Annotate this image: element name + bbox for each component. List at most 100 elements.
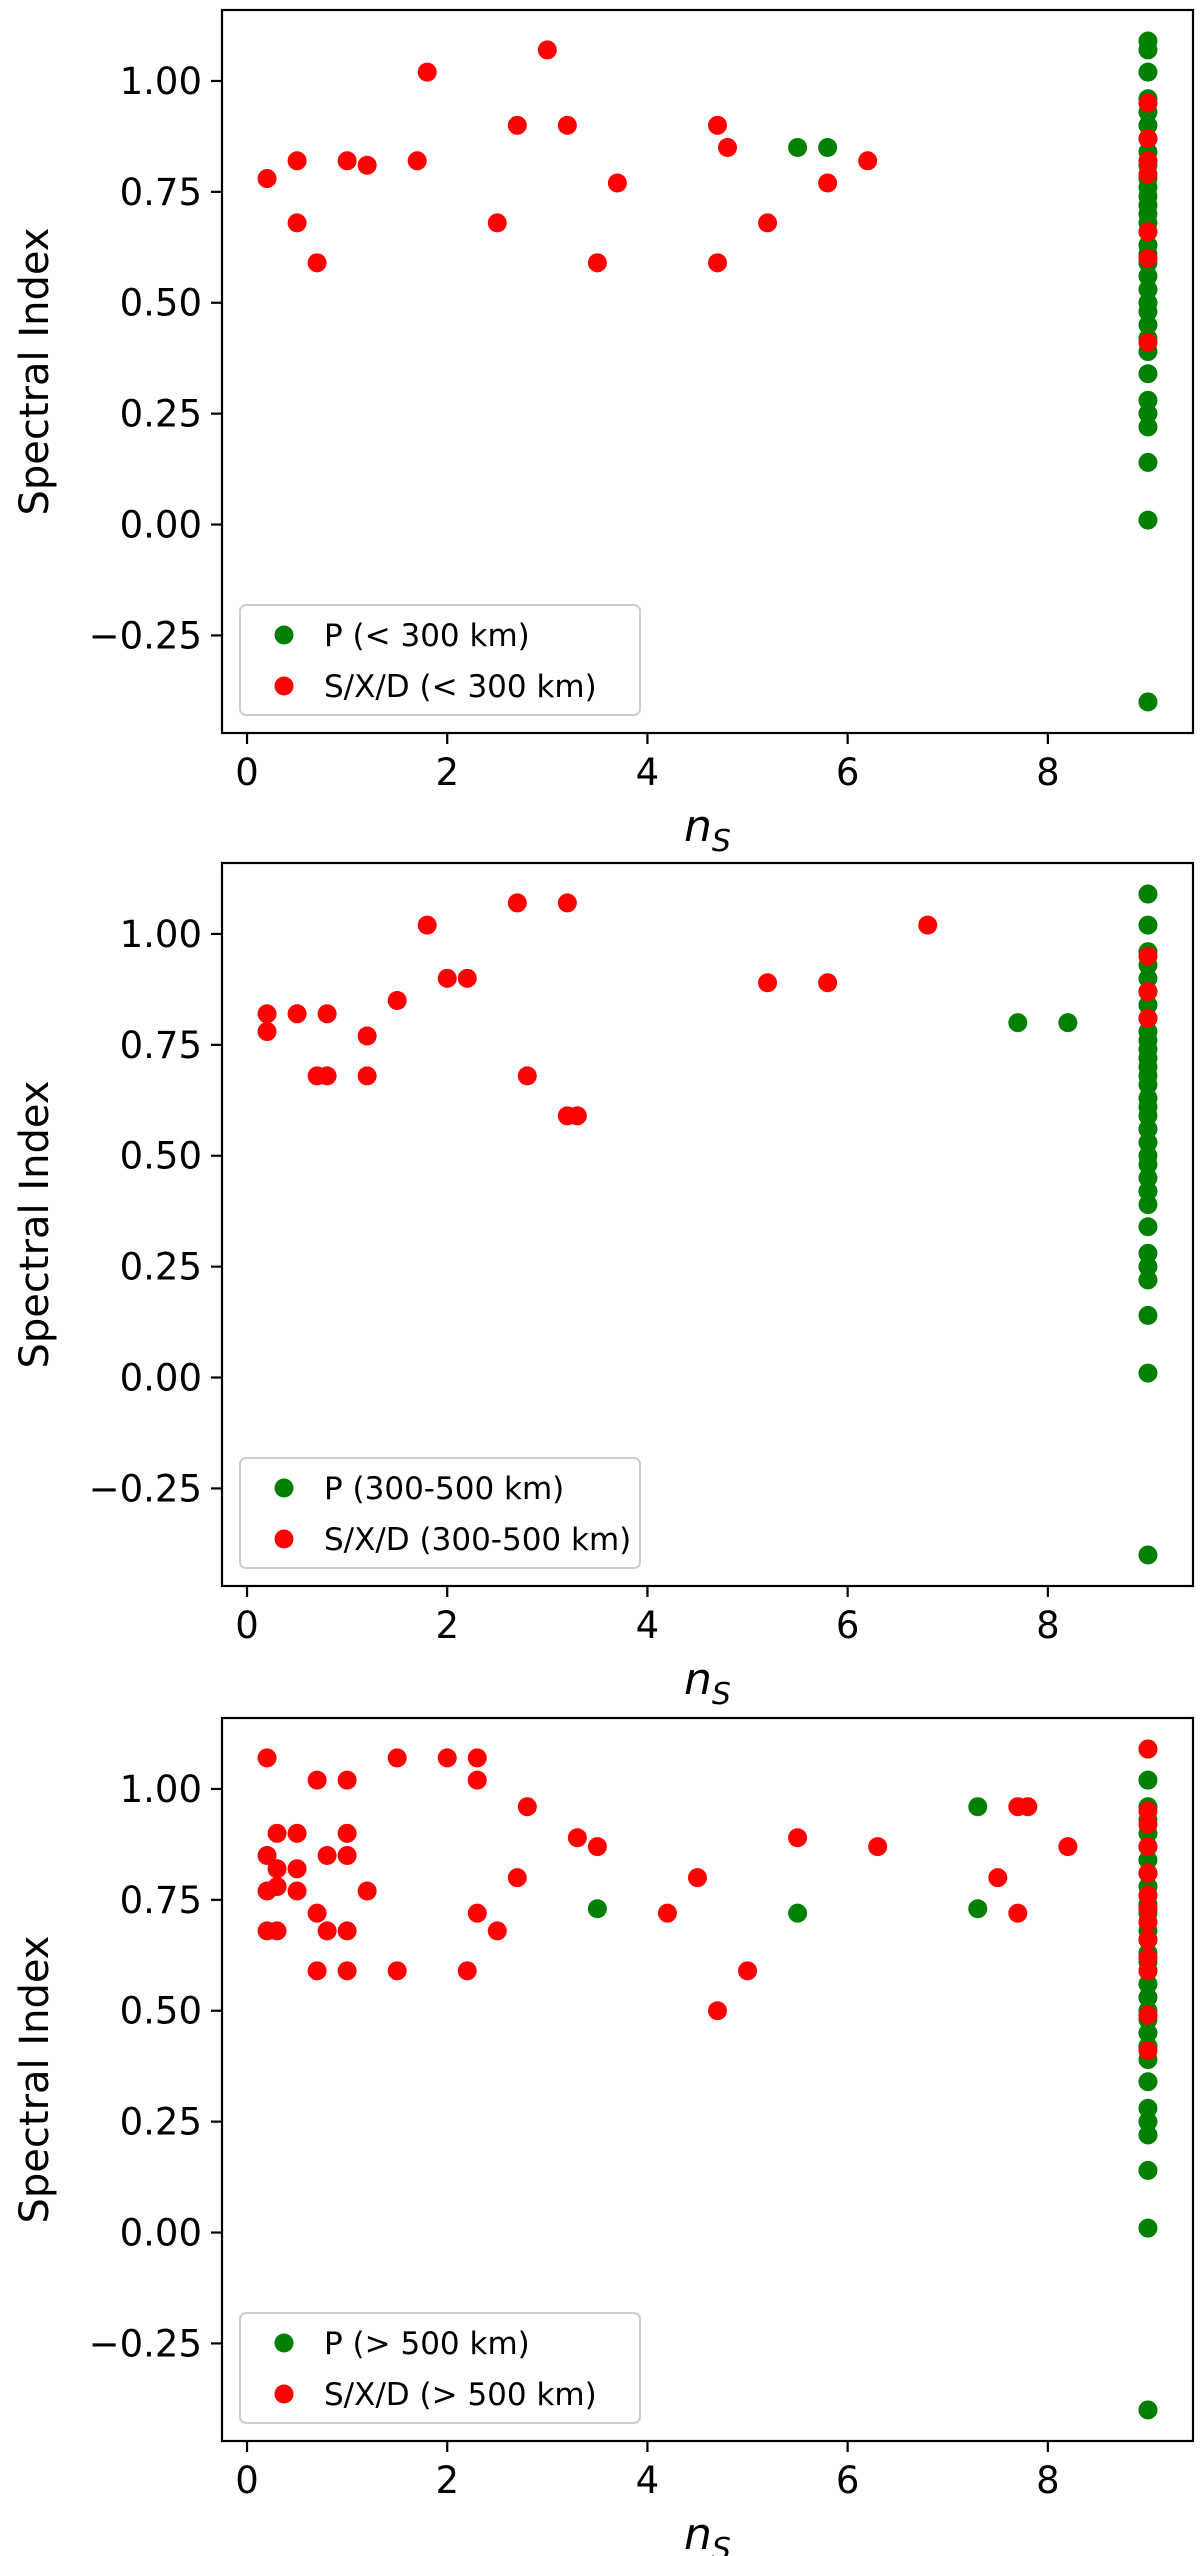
data-point [1138, 1270, 1158, 1290]
data-point [1138, 222, 1158, 242]
data-point [1058, 1013, 1078, 1033]
data-point [708, 2001, 728, 2021]
data-point [357, 1881, 377, 1901]
data-point [537, 40, 557, 60]
legend-label: P (300-500 km) [324, 1471, 564, 1507]
data-point [267, 1859, 287, 1879]
y-axis-label: Spectral Index [12, 1936, 58, 2224]
x-tick-label: 8 [1036, 751, 1060, 794]
data-point [1138, 93, 1158, 113]
legend-label: S/X/D (< 300 km) [324, 669, 597, 705]
data-point [467, 1770, 487, 1790]
data-point [337, 1921, 357, 1941]
legend: P (300-500 km) S/X/D (300-500 km) [239, 1457, 641, 1569]
data-point [1138, 2112, 1158, 2132]
legend-label: S/X/D (300-500 km) [324, 1522, 631, 1558]
data-point [1138, 1961, 1158, 1981]
x-tick-label: 8 [1036, 2459, 1060, 2502]
data-point [1138, 968, 1158, 988]
data-point [467, 1903, 487, 1923]
plot-frame [220, 1716, 1195, 2443]
data-point [317, 1921, 337, 1941]
data-point [1138, 1363, 1158, 1383]
data-point [317, 1846, 337, 1866]
x-axis-label: nS [684, 1654, 731, 1712]
y-tick-label: 1.00 [120, 60, 202, 103]
x-tick-label: 6 [836, 751, 860, 794]
data-point [1138, 1195, 1158, 1215]
data-point [788, 1828, 808, 1848]
data-point [557, 893, 577, 913]
data-point [387, 1961, 407, 1981]
legend-box [239, 604, 641, 716]
x-axis-label-main: n [684, 1654, 712, 1705]
data-point [657, 1903, 677, 1923]
data-point [1008, 1903, 1028, 1923]
data-point [818, 973, 838, 993]
y-tick-label: −0.25 [89, 2322, 202, 2365]
data-point [1138, 452, 1158, 472]
data-point [758, 973, 778, 993]
data-point [1138, 1850, 1158, 1870]
series-sxd [257, 1739, 1158, 2061]
x-tick-label: 4 [636, 751, 660, 794]
data-point [1138, 404, 1158, 424]
data-point [968, 1797, 988, 1817]
data-point [1138, 946, 1158, 966]
data-point [507, 115, 527, 135]
legend: P (< 300 km) S/X/D (< 300 km) [239, 604, 641, 716]
y-tick-label: 0.25 [120, 1246, 202, 1289]
legend-marker-p [274, 1478, 294, 1498]
x-tick-label: 6 [836, 2459, 860, 2502]
data-point [457, 1961, 477, 1981]
y-tick-label: 0.00 [120, 1357, 202, 1400]
data-point [1138, 915, 1158, 935]
y-tick-label: −0.25 [89, 1467, 202, 1510]
data-point [868, 1837, 888, 1857]
data-point [1138, 1814, 1158, 1834]
data-point [437, 968, 457, 988]
x-tick-label: 0 [235, 2459, 259, 2502]
data-point [1138, 1168, 1158, 1188]
data-point [788, 1903, 808, 1923]
y-tick-label: 1.00 [120, 913, 202, 956]
y-tick-label: 0.75 [120, 1879, 202, 1922]
data-point [1138, 164, 1158, 184]
plot-frame [220, 8, 1195, 735]
y-tick-label: 0.50 [120, 282, 202, 325]
y-tick-label: 0.00 [120, 504, 202, 547]
data-point [718, 138, 738, 158]
x-axis-label-subscript: S [712, 824, 731, 859]
data-point [1138, 1863, 1158, 1883]
data-point [1138, 1243, 1158, 1263]
data-point [307, 1770, 327, 1790]
data-point [1138, 1305, 1158, 1325]
data-point [287, 1004, 307, 1024]
data-point [1138, 1912, 1158, 1932]
data-point [1138, 266, 1158, 286]
data-point [1138, 1930, 1158, 1950]
data-point [988, 1868, 1008, 1888]
data-point [1138, 1987, 1158, 2007]
x-axis-label-subscript: S [712, 2532, 731, 2556]
data-point [567, 1828, 587, 1848]
data-point [337, 1846, 357, 1866]
data-point [607, 173, 627, 193]
data-point [437, 1748, 457, 1768]
data-point [1138, 995, 1158, 1015]
y-tick-label: 0.50 [120, 1990, 202, 2033]
data-point [337, 1770, 357, 1790]
data-point [1058, 1837, 1078, 1857]
data-point [317, 1066, 337, 1086]
data-point [818, 173, 838, 193]
legend-marker-p [274, 2333, 294, 2353]
y-tick-label: 0.75 [120, 1024, 202, 1067]
data-point [287, 1859, 307, 1879]
data-point [357, 1026, 377, 1046]
data-point [1138, 1837, 1158, 1857]
data-point [1138, 40, 1158, 60]
data-point [708, 115, 728, 135]
data-point [507, 893, 527, 913]
data-point [517, 1797, 537, 1817]
